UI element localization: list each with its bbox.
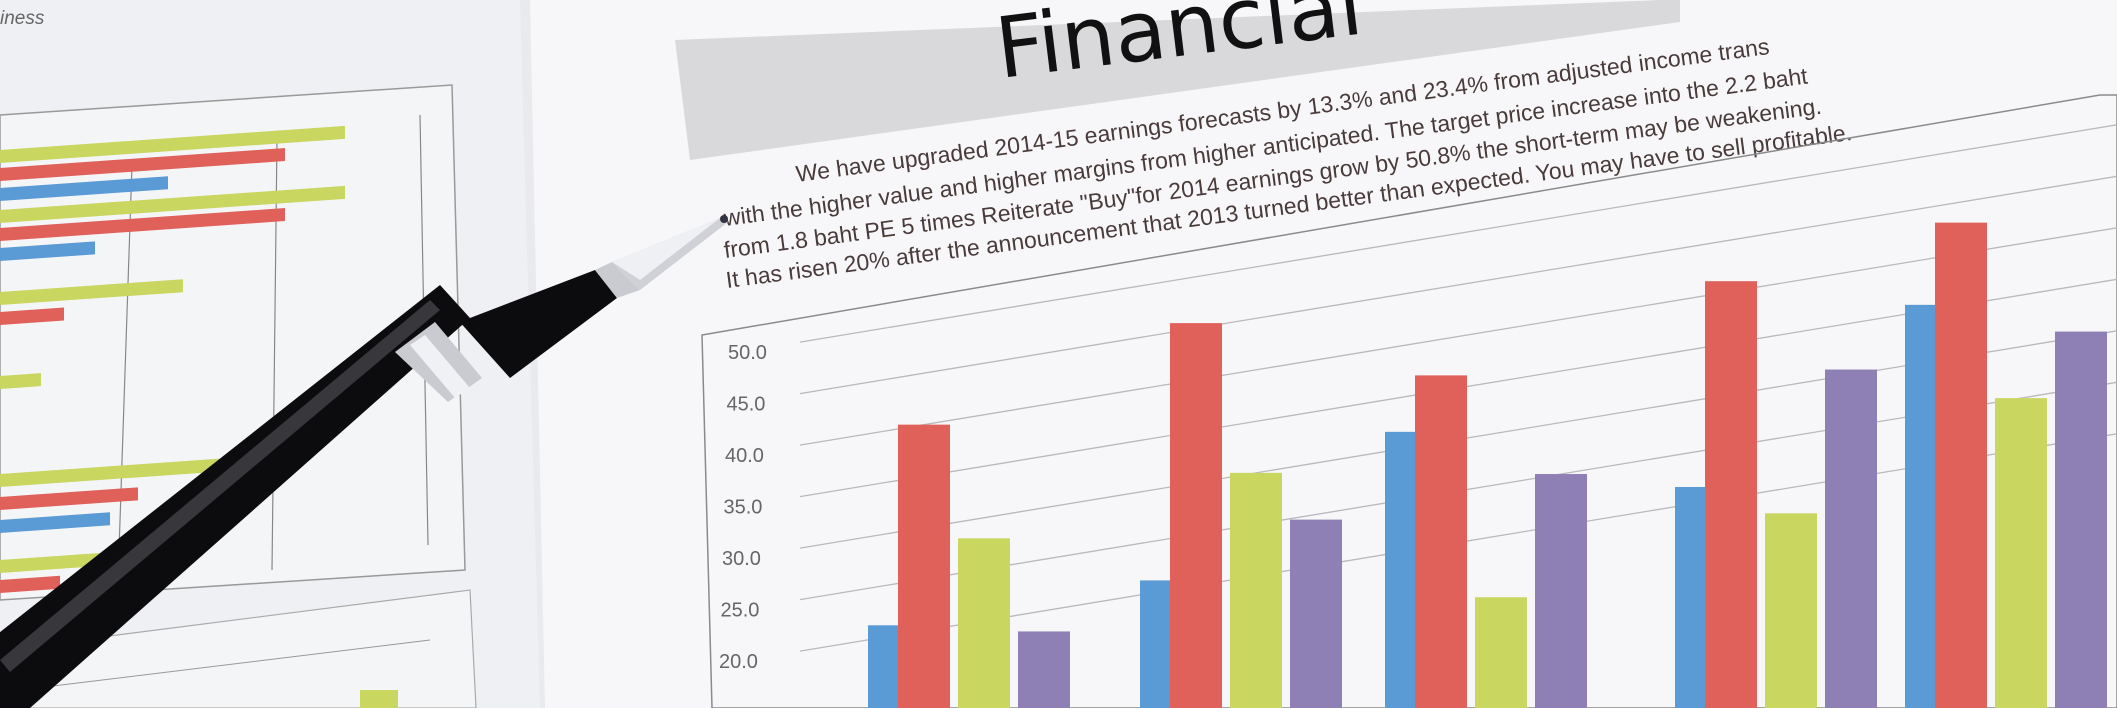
pen bbox=[0, 215, 728, 708]
left-bar bbox=[0, 148, 285, 181]
y-tick-label: 40.0 bbox=[725, 445, 764, 467]
bar bbox=[2055, 331, 2107, 708]
bar bbox=[1290, 519, 1342, 708]
bar bbox=[1018, 631, 1070, 708]
y-tick-label: 20.0 bbox=[719, 651, 758, 673]
bar bbox=[1935, 222, 1987, 708]
bar bbox=[1535, 474, 1587, 708]
y-tick-label: 50.0 bbox=[728, 342, 767, 364]
gridline bbox=[799, 227, 2117, 446]
pen-point bbox=[720, 215, 728, 223]
y-tick-label: 30.0 bbox=[722, 548, 761, 570]
y-tick-label: 45.0 bbox=[727, 394, 766, 416]
bar bbox=[1475, 597, 1527, 708]
bar bbox=[1705, 281, 1757, 708]
bar bbox=[1170, 323, 1222, 708]
pen-barrel bbox=[0, 285, 470, 708]
bar bbox=[1995, 398, 2047, 708]
y-tick-label: 35.0 bbox=[724, 497, 763, 519]
bar bbox=[898, 424, 950, 708]
bar bbox=[1825, 369, 1877, 708]
main-document: Financial We have upgraded 2014-15 earni… bbox=[530, 0, 2117, 708]
left-bar bbox=[0, 512, 110, 533]
left-bar bbox=[0, 575, 60, 593]
bar bbox=[1765, 513, 1817, 708]
left-lower-chart-frame bbox=[0, 589, 477, 708]
y-axis: 50.0 45.0 40.0 35.0 30.0 25.0 20.0 bbox=[719, 342, 767, 673]
left-bar bbox=[0, 456, 250, 487]
title-banner bbox=[675, 0, 1680, 160]
chart-frame bbox=[701, 94, 2117, 708]
left-bar bbox=[0, 125, 345, 163]
pen-upper-barrel bbox=[440, 270, 617, 378]
bar-chart bbox=[799, 124, 2117, 708]
left-bar-chart bbox=[0, 125, 345, 593]
gridline bbox=[799, 175, 2117, 395]
left-bar bbox=[0, 241, 95, 261]
bar bbox=[1230, 472, 1282, 708]
left-bar bbox=[0, 208, 285, 241]
legend-fragment: iness bbox=[0, 8, 45, 29]
left-bar bbox=[0, 373, 41, 389]
bar bbox=[958, 538, 1010, 708]
left-bar bbox=[0, 176, 168, 201]
y-tick-label: 25.0 bbox=[721, 600, 760, 622]
gridline bbox=[799, 124, 2117, 343]
bar bbox=[1415, 375, 1467, 708]
left-bar bbox=[0, 307, 64, 325]
left-bar bbox=[0, 552, 110, 573]
left-bar bbox=[0, 279, 183, 305]
left-bar bbox=[0, 185, 345, 223]
left-bar bbox=[0, 487, 138, 510]
